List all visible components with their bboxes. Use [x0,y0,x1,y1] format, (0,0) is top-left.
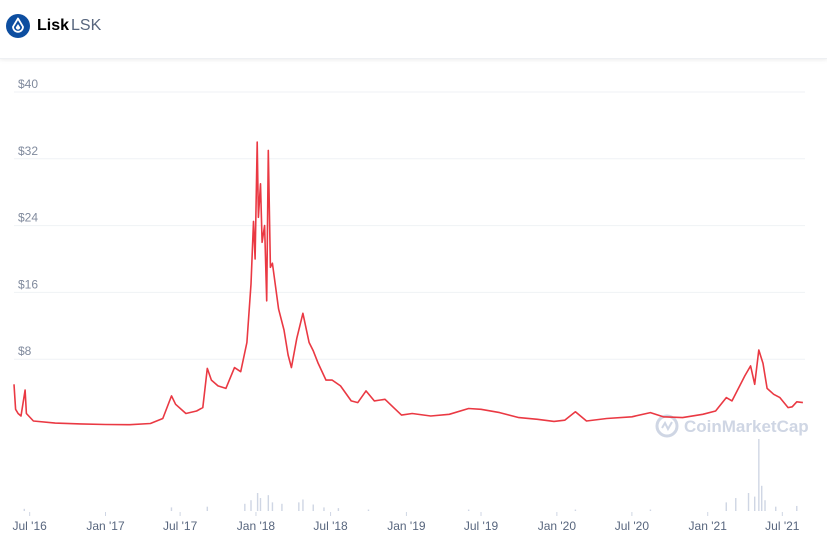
x-tick-label: Jul '17 [163,519,198,533]
price-chart: CoinMarketCap $8 $16 $24 $32 $40 Jul '16 Jan … [13,77,809,533]
x-tick-label: Jan '17 [86,519,125,533]
x-tick-label: Jul '21 [765,519,800,533]
volume-bar [267,495,270,511]
x-tick-label: Jul '20 [615,519,650,533]
price-line [13,141,804,426]
volume-bar [764,500,766,511]
volume-bar [302,499,304,511]
x-tick-label: Jan '19 [387,519,426,533]
watermark-text: CoinMarketCap [684,417,809,436]
y-axis-ticks: $8 $16 $24 $32 $40 [18,77,38,358]
x-tick-label: Jul '19 [464,519,499,533]
y-tick-label: $8 [18,344,32,358]
x-tick-label: Jul '16 [13,519,48,533]
watermark: CoinMarketCap [655,414,809,438]
volume-bar [796,505,798,511]
x-tick-label: Jul '18 [313,519,348,533]
coinmarketcap-logo-icon [655,414,679,438]
volume-bar [298,502,300,511]
volume-bars [23,439,798,511]
volume-bar [649,509,652,511]
x-axis-ticks: Jul '16 Jan '17 Jul '17 Jan '18 Jul '18 Jan '… [13,512,800,533]
volume-bar [761,485,763,511]
x-tick-label: Jan '20 [538,519,577,533]
volume-bar [758,439,760,511]
volume-bar [281,503,283,511]
volume-bar [250,500,252,511]
y-tick-label: $16 [18,277,38,291]
x-tick-label: Jan '21 [689,519,728,533]
coin-header: Lisk LSK [0,0,827,59]
coin-name: Lisk [37,17,70,34]
volume-bar [367,509,370,511]
volume-bar [747,493,750,511]
y-tick-label: $40 [18,77,38,91]
volume-bar [735,498,737,511]
price-series [13,141,804,426]
volume-bar [725,502,727,511]
volume-bar [775,506,777,511]
volume-bar [244,503,246,511]
lisk-logo-icon [6,14,30,38]
y-tick-label: $24 [18,211,38,225]
volume-bar [170,507,173,511]
volume-bar [259,498,262,511]
volume-bar [271,502,274,511]
coin-symbol: LSK [71,17,102,34]
volume-bar [256,493,259,511]
volume-bar [574,509,577,511]
volume-bar [23,508,26,511]
volume-bar [312,504,314,511]
x-tick-label: Jan '18 [237,519,276,533]
y-tick-label: $32 [18,144,38,158]
grid-lines [14,91,805,360]
volume-bar [323,507,325,511]
volume-bar [467,509,470,511]
volume-bar [754,496,756,511]
volume-bar [337,508,340,511]
volume-bar [206,506,209,511]
